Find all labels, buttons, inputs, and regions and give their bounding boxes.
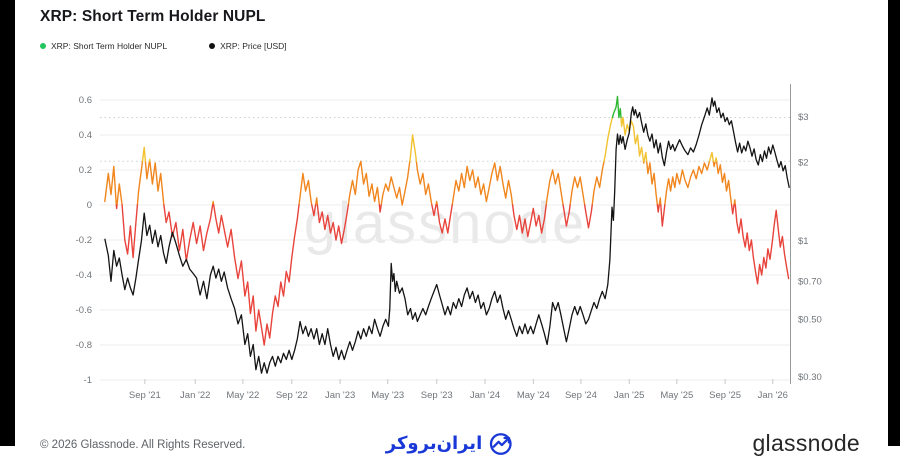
svg-text:0: 0 <box>87 200 92 211</box>
svg-text:Jan '22: Jan '22 <box>180 390 210 401</box>
svg-text:$0.30: $0.30 <box>798 372 822 383</box>
svg-text:Jan '26: Jan '26 <box>758 390 788 401</box>
chart-svg[interactable]: 0.60.40.20-0.2-0.4-0.6-0.8-1$3$2$1$0.70$… <box>0 0 900 420</box>
svg-text:0.2: 0.2 <box>79 165 92 176</box>
svg-text:Jan '25: Jan '25 <box>614 390 644 401</box>
price-axis: $3 $2 $1 $0.70 $0.50 $0.30 <box>790 84 822 384</box>
right-black-bar <box>888 0 900 446</box>
svg-text:$3: $3 <box>798 112 809 123</box>
svg-text:Sep '25: Sep '25 <box>709 390 741 401</box>
nupl-price-chart[interactable]: 0.6 0.4 0.2 0 -0.2 -0.4 -0.6 -0.8 -1 $3 $2 $1 $0.70 $… <box>0 0 900 420</box>
legend-item-nupl[interactable]: XRP: Short Term Holder NUPL <box>40 41 167 51</box>
svg-text:$2: $2 <box>798 158 809 169</box>
svg-text:May '25: May '25 <box>660 390 693 401</box>
legend-item-price[interactable]: XRP: Price [USD] <box>209 41 287 51</box>
svg-text:Jan '24: Jan '24 <box>470 390 500 401</box>
grid-lines: 0.6 0.4 0.2 0 -0.2 -0.4 -0.6 -0.8 -1 <box>76 95 790 386</box>
svg-text:Sep '23: Sep '23 <box>421 390 453 401</box>
iranbroker-logo: ایران‌بروکر <box>386 431 514 457</box>
svg-text:0.6: 0.6 <box>79 95 92 106</box>
svg-text:-0.8: -0.8 <box>76 340 92 351</box>
svg-text:Sep '22: Sep '22 <box>276 390 308 401</box>
glassnode-wordmark: glassnode <box>752 430 860 456</box>
left-black-bar <box>0 0 15 446</box>
svg-text:May '22: May '22 <box>226 390 259 401</box>
price-line <box>104 97 790 374</box>
legend: XRP: Short Term Holder NUPL XRP: Price [… <box>40 41 287 51</box>
svg-text:Sep '21: Sep '21 <box>129 390 161 401</box>
trend-arrow-circle-icon <box>490 433 513 455</box>
nupl-line <box>104 95 790 346</box>
svg-text:Jan '23: Jan '23 <box>325 390 355 401</box>
svg-text:Sep '24: Sep '24 <box>565 390 597 401</box>
x-axis: Sep '21 Jan '22 May '22 Sep '22 Jan '23 May '… <box>129 379 788 401</box>
svg-text:May '23: May '23 <box>371 390 404 401</box>
svg-text:$0.70: $0.70 <box>798 276 822 287</box>
copyright-text: © 2026 Glassnode. All Rights Reserved. <box>40 439 246 451</box>
svg-text:-0.2: -0.2 <box>76 235 92 246</box>
legend-label-price: XRP: Price [USD] <box>220 41 287 51</box>
nupl-series-dot-icon <box>40 43 46 49</box>
svg-text:-0.6: -0.6 <box>76 305 92 316</box>
price-series-dot-icon <box>209 43 216 49</box>
svg-text:-0.4: -0.4 <box>76 270 92 281</box>
svg-text:-1: -1 <box>84 375 92 386</box>
iranbroker-wordmark: ایران‌بروکر <box>385 433 483 454</box>
svg-text:$0.50: $0.50 <box>798 314 822 325</box>
svg-text:$1: $1 <box>798 236 809 247</box>
legend-label-nupl: XRP: Short Term Holder NUPL <box>51 41 168 51</box>
svg-text:May '24: May '24 <box>517 390 550 401</box>
page-title: XRP: Short Term Holder NUPL <box>40 8 266 25</box>
svg-text:0.4: 0.4 <box>79 130 92 141</box>
